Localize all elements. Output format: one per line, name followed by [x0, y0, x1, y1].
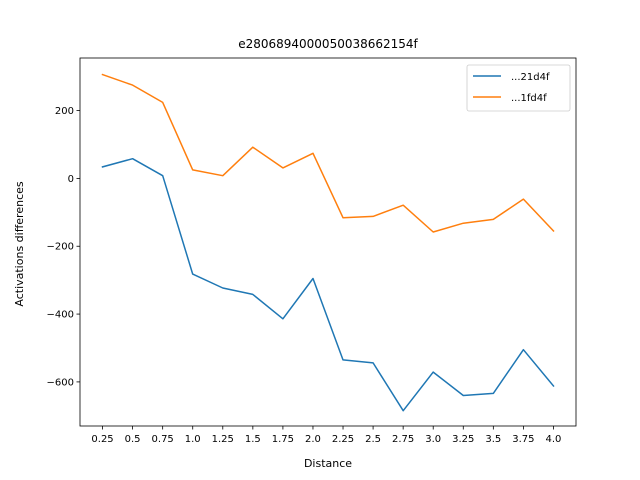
x-tick-label: 3.0 [425, 434, 441, 445]
x-tick-label: 2.75 [392, 434, 414, 445]
y-tick-label: −200 [47, 242, 74, 253]
plot-frame [79, 57, 577, 427]
x-tick-label: 1.0 [185, 434, 201, 445]
x-tick-label: 1.5 [245, 434, 261, 445]
y-tick-label: −600 [47, 377, 74, 388]
plot-area: 0.25 0.5 0.75 1.0 1.25 1.5 1.75 2.0 2.25 2.5 2.75 3… [47, 57, 577, 445]
x-tick-label: 1.25 [212, 434, 234, 445]
y-tick-label: −400 [47, 310, 74, 321]
x-tick-label: 0.5 [125, 434, 141, 445]
x-tick-label: 0.25 [91, 434, 113, 445]
x-tick-label: 0.75 [152, 434, 174, 445]
x-tick-label: 3.75 [512, 434, 534, 445]
x-tick-label: 2.0 [305, 434, 321, 445]
series-line-2 [101, 73, 555, 233]
x-tick-label: 3.25 [452, 434, 474, 445]
y-tick-label: 200 [55, 106, 74, 117]
x-tick-label: 2.5 [365, 434, 381, 445]
y-axis-label: Activations differences [13, 181, 26, 307]
series-line-1 [101, 157, 555, 412]
y-tick-label: 0 [68, 174, 74, 185]
chart-title: e2806894000050038662154f [238, 37, 418, 51]
legend-label-1: ...21d4f [511, 72, 550, 83]
x-axis-label: Distance [304, 457, 352, 470]
x-tick-label: 3.5 [485, 434, 501, 445]
x-tick-label: 4.0 [546, 434, 562, 445]
x-tick-label: 2.25 [332, 434, 354, 445]
legend-label-2: ...1fd4f [511, 93, 547, 104]
x-tick-label: 1.75 [272, 434, 294, 445]
